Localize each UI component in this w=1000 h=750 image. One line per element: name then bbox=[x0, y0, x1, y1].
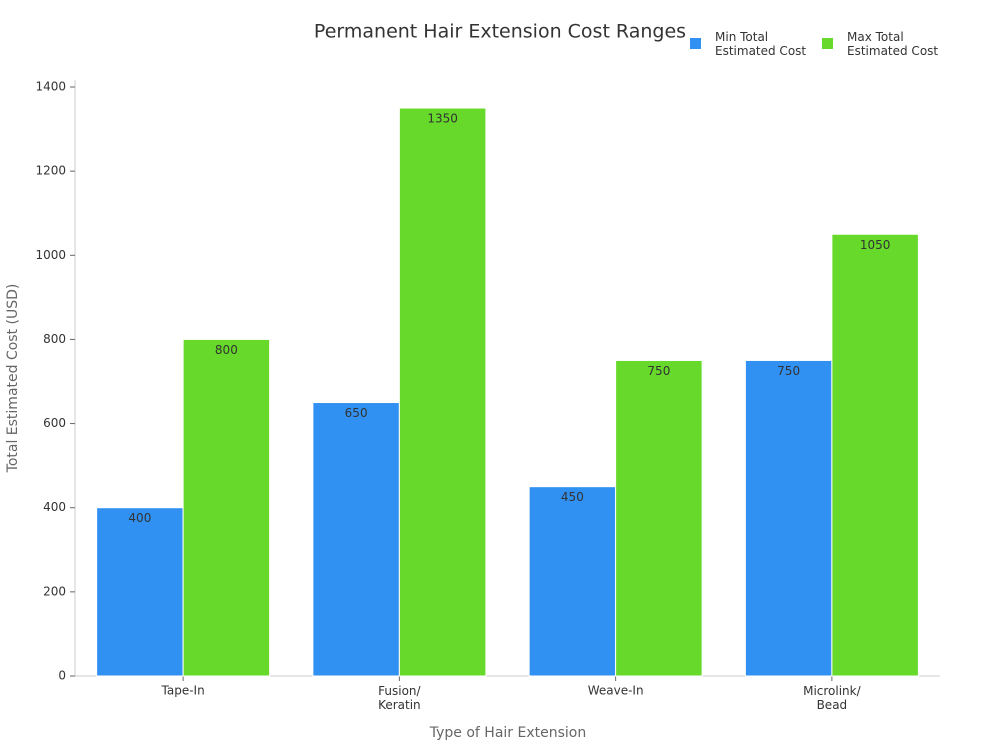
bar bbox=[615, 359, 703, 677]
value-label: 1350 bbox=[427, 112, 458, 126]
bar bbox=[312, 402, 400, 677]
value-label: 1050 bbox=[860, 238, 891, 252]
bar bbox=[528, 486, 617, 677]
value-label: 750 bbox=[777, 364, 800, 378]
y-tick-label: 800 bbox=[43, 332, 66, 346]
y-tick-label: 1400 bbox=[35, 80, 66, 94]
x-tick-label: Microlink/Bead bbox=[803, 684, 862, 712]
legend-swatch bbox=[690, 38, 701, 49]
y-tick-label: 200 bbox=[43, 584, 66, 598]
y-tick-label: 1200 bbox=[35, 164, 66, 178]
legend-label: Min Total Estimated Cost bbox=[715, 30, 806, 58]
y-tick-label: 0 bbox=[58, 669, 66, 683]
value-label: 450 bbox=[561, 490, 584, 504]
chart-title: Permanent Hair Extension Cost Ranges bbox=[314, 21, 686, 43]
legend-swatch bbox=[822, 38, 833, 49]
value-label: 800 bbox=[215, 343, 238, 357]
bar bbox=[182, 338, 271, 677]
x-tick-label: Tape-In bbox=[161, 684, 205, 698]
y-tick-label: 400 bbox=[43, 500, 66, 514]
bar bbox=[831, 233, 919, 677]
x-tick-label: Fusion/Keratin bbox=[378, 684, 421, 712]
y-tick-label: 600 bbox=[43, 416, 66, 430]
x-axis-label: Type of Hair Extension bbox=[429, 725, 586, 741]
bar bbox=[96, 507, 184, 677]
x-tick-label: Weave-In bbox=[588, 684, 644, 698]
value-label: 400 bbox=[128, 511, 151, 525]
y-tick-label: 1000 bbox=[35, 248, 66, 262]
bar bbox=[744, 359, 833, 677]
bar bbox=[398, 107, 487, 677]
value-label: 650 bbox=[345, 406, 368, 420]
legend-label: Max Total Estimated Cost bbox=[847, 30, 938, 58]
y-axis-label: Total Estimated Cost (USD) bbox=[5, 284, 21, 474]
value-label: 750 bbox=[647, 364, 670, 378]
